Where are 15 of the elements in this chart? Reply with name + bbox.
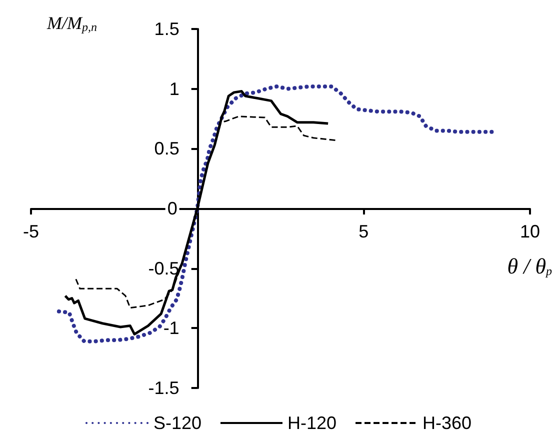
y-tick-label: 1 xyxy=(169,78,180,99)
x-axis-title: θ / θp xyxy=(507,254,552,278)
y-tick-label: -0.5 xyxy=(148,258,180,278)
legend-label: H-360 xyxy=(422,413,472,433)
y-tick-label: 1.5 xyxy=(154,19,180,39)
y-tick-label: 0.5 xyxy=(154,138,180,159)
legend-label: H-120 xyxy=(287,413,337,433)
x-tick-label: -5 xyxy=(22,222,40,242)
y-tick-label: 0 xyxy=(167,198,178,218)
x-tick-label: 5 xyxy=(358,222,369,242)
x-tick-label: 10 xyxy=(520,222,540,242)
line-series xyxy=(56,84,494,344)
y-tick-label: -1 xyxy=(163,318,180,338)
legend-label: S-120 xyxy=(153,413,202,433)
y-tick-label: -1.5 xyxy=(148,378,180,398)
